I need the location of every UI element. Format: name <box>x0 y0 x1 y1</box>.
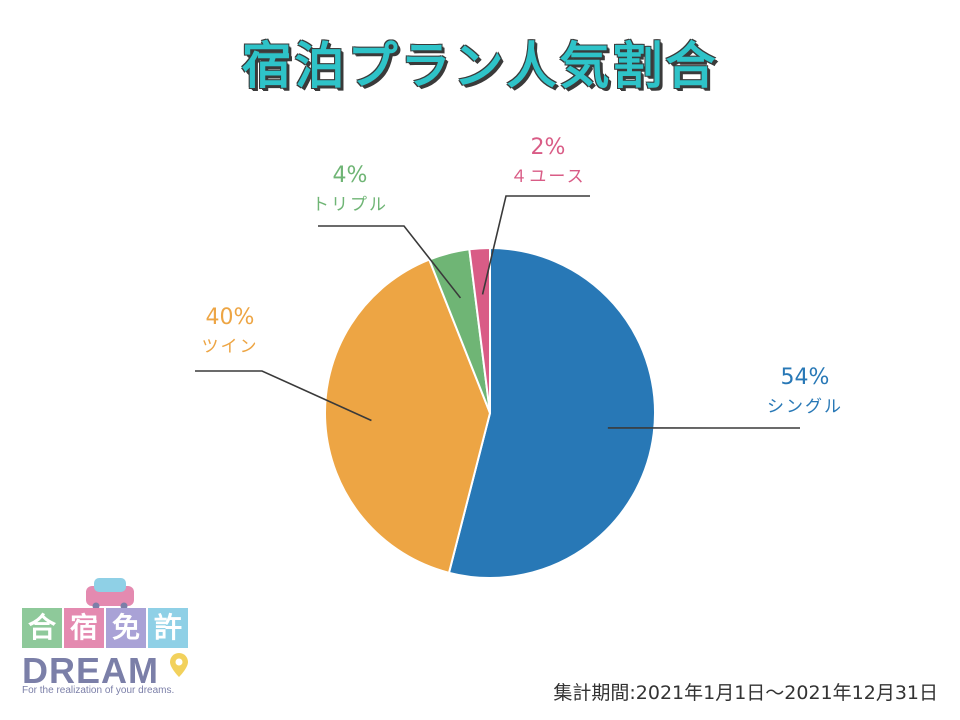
period-label: 集計期間:2021年1月1日〜2021年12月31日 <box>553 682 938 704</box>
logo-tagline: For the realization of your dreams. <box>22 685 175 696</box>
slice-value-label-1: 54% <box>781 365 830 390</box>
leader-line-3 <box>318 225 462 299</box>
slice-name-label-2: ツイン <box>202 337 259 357</box>
map-pin-icon <box>170 653 188 677</box>
logo: 合 宿 免 許 DREAM For the realization of you… <box>22 574 202 700</box>
slice-name-label-4: ４ユース <box>510 167 585 187</box>
slice-value-label-4: 2% <box>531 135 566 160</box>
slice-name-label-1: シングル <box>767 397 843 417</box>
slice-value-label-3: 4% <box>333 163 368 188</box>
logo-char-1: 合 <box>22 608 62 648</box>
car-icon <box>86 578 134 610</box>
logo-char-4: 許 <box>148 608 188 648</box>
leader-line-2 <box>195 370 372 422</box>
chart-title: 宿泊プラン人気割合 <box>241 37 719 95</box>
pie-slice-2 <box>324 258 492 575</box>
pie-slice-4 <box>468 246 491 414</box>
pie-slice-1 <box>447 246 656 579</box>
slice-name-label-3: トリプル <box>312 195 388 215</box>
leader-line-4 <box>481 195 590 295</box>
logo-char-2: 宿 <box>64 608 104 648</box>
logo-word: DREAM <box>22 650 159 691</box>
logo-char-3: 免 <box>106 608 146 648</box>
slice-value-label-2: 40% <box>206 305 255 330</box>
